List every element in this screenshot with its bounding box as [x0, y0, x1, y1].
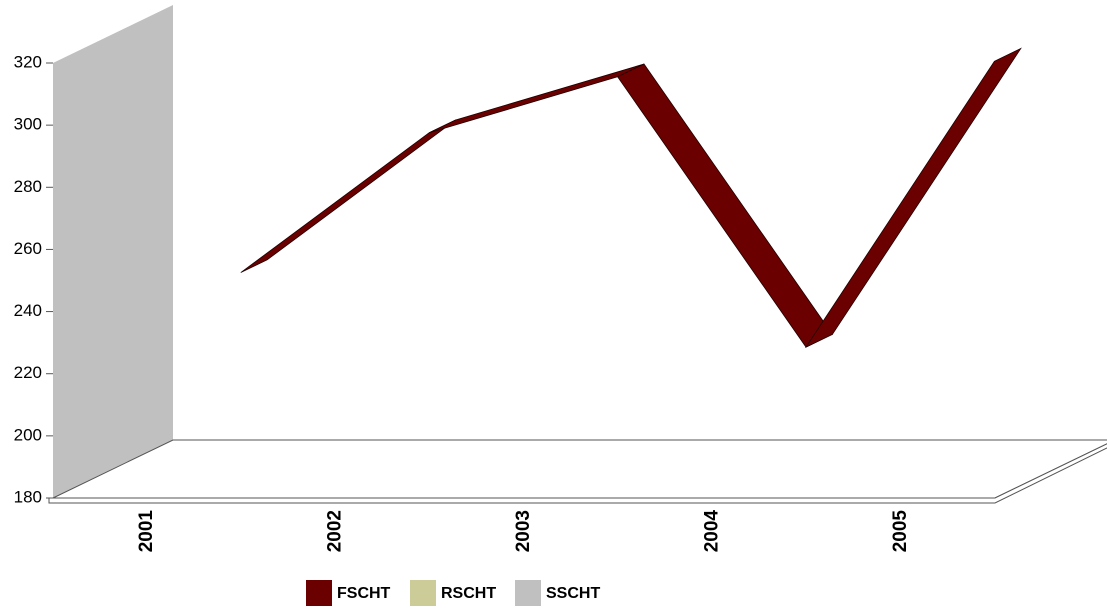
- legend-label: RSCHT: [441, 585, 496, 602]
- x-tick-label: 2002: [325, 510, 346, 552]
- legend-swatch: [515, 580, 541, 606]
- legend-label: FSCHT: [337, 585, 391, 602]
- y-tick-label: 320: [14, 52, 42, 71]
- legend-swatch: [306, 580, 332, 606]
- x-tick-label: 2003: [513, 510, 534, 552]
- y-tick-label: 240: [14, 301, 42, 320]
- legend-label: SSCHT: [546, 585, 600, 602]
- line-ribbon: [804, 47, 1022, 349]
- y-tick-label: 300: [14, 115, 42, 134]
- floor-base: [48, 443, 1107, 504]
- side-wall: [53, 5, 173, 498]
- x-tick-label: 2001: [136, 510, 157, 553]
- y-tick-label: 180: [14, 487, 42, 506]
- y-tick-label: 260: [14, 239, 42, 258]
- line-ribbon: [429, 63, 645, 134]
- y-tick-label: 220: [14, 363, 42, 382]
- line-ribbon: [240, 119, 456, 273]
- floor: [52, 439, 1107, 499]
- x-tick-label: 2004: [701, 510, 722, 553]
- line-ribbon: [617, 63, 833, 348]
- legend-swatch: [410, 580, 436, 606]
- x-tick-label: 2005: [890, 510, 911, 553]
- y-tick-label: 200: [14, 425, 42, 444]
- y-tick-label: 280: [14, 177, 42, 196]
